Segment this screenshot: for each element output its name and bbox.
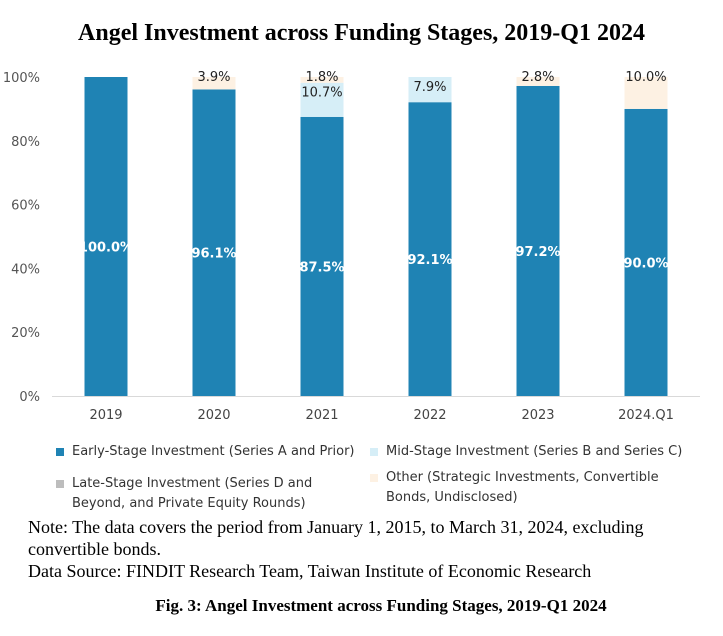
legend-swatch-mid (370, 448, 378, 456)
legend-item-mid: Mid-Stage Investment (Series B and Serie… (370, 442, 682, 462)
data-label-other-2024.Q1: 10.0% (625, 70, 666, 85)
bar-segment-other-2024.Q1 (624, 77, 668, 109)
data-source: Data Source: FINDIT Research Team, Taiwa… (28, 561, 592, 581)
data-label-other-2023: 2.8% (521, 70, 554, 85)
y-tick-label: 20% (11, 326, 40, 341)
x-tick-label-2023: 2023 (521, 408, 554, 423)
data-label-early-2021: 87.5% (299, 260, 344, 275)
legend-item-late: Late-Stage Investment (Series D and Beyo… (56, 474, 312, 514)
legend-label-other-line1: Other (Strategic Investments, Convertibl… (386, 470, 659, 485)
figure-caption: Fig. 3: Angel Investment across Funding … (155, 596, 607, 615)
bar-segment-mid-2021 (300, 82, 344, 117)
data-label-other-2021: 1.8% (305, 70, 338, 85)
bar-segment-other-2020 (192, 77, 236, 90)
bar-segment-other-2021 (300, 77, 344, 83)
chart-title: Angel Investment across Funding Stages, … (78, 20, 645, 46)
bar-segment-early-2021 (300, 116, 344, 396)
x-tick-label-2022: 2022 (413, 408, 446, 423)
legend-label-other-line2: Bonds, Undisclosed) (386, 490, 518, 505)
data-label-early-2019: 100.0% (79, 241, 133, 256)
legend-swatch-other (370, 474, 378, 482)
legend-label-late: Late-Stage Investment (Series D and Beyo… (72, 474, 312, 514)
legend-swatch-early (56, 448, 64, 456)
data-label-other-2020: 3.9% (197, 70, 230, 85)
data-label-early-2023: 97.2% (515, 245, 560, 260)
legend-label-mid: Mid-Stage Investment (Series B and Serie… (386, 444, 683, 459)
stacked-bar-chart: 0%20%40%60%80%100% 100.0% 96.1%3.9%87.5%1… (3, 70, 700, 423)
bar-segment-early-2022 (408, 102, 452, 397)
legend-label-other: Other (Strategic Investments, Convertibl… (386, 468, 659, 508)
y-tick-label: 60% (11, 199, 40, 214)
bar-segment-mid-2022 (408, 77, 452, 103)
x-tick-label-2019: 2019 (89, 408, 122, 423)
legend: Early-Stage Investment (Series A and Pri… (0, 438, 723, 518)
legend-item-other: Other (Strategic Investments, Convertibl… (370, 468, 659, 508)
data-label-mid-2021: 10.7% (301, 86, 342, 101)
note-line-1: Note: The data covers the period from Ja… (28, 517, 644, 537)
legend-label-late-line1: Late-Stage Investment (Series D and (72, 476, 313, 491)
legend-label-late-line2: Beyond, and Private Equity Rounds) (72, 496, 306, 511)
x-tick-label-2024.Q1: 2024.Q1 (618, 408, 674, 423)
y-tick-label: 0% (19, 390, 40, 405)
x-tick-label-2021: 2021 (305, 408, 338, 423)
bar-segment-early-2024.Q1 (624, 108, 668, 397)
bar-segment-other-2023 (516, 77, 560, 86)
data-label-early-2022: 92.1% (407, 253, 452, 268)
y-axis: 0% 20% 40% 60% 80% 100% (3, 71, 40, 405)
bar-segment-early-2023 (516, 85, 560, 396)
note-line-2: convertible bonds. (28, 539, 161, 559)
note-block: Note: The data covers the period from Ja… (28, 516, 708, 582)
y-tick-label: 80% (11, 135, 40, 150)
y-tick-label: 40% (11, 262, 40, 277)
bar-segment-early-2019 (84, 77, 128, 396)
legend-swatch-late (56, 480, 64, 488)
x-tick-label-2020: 2020 (197, 408, 230, 423)
x-axis: 2019 2020 2021 2022 2023 2024.Q1 (52, 396, 700, 423)
y-tick-label: 100% (3, 71, 40, 86)
data-label-early-2024.Q1: 90.0% (623, 256, 668, 271)
data-label-mid-2022: 7.9% (413, 80, 446, 95)
legend-item-early: Early-Stage Investment (Series A and Pri… (56, 442, 355, 462)
bar-segment-early-2020 (192, 89, 236, 396)
data-label-early-2020: 96.1% (191, 247, 236, 262)
bars-group: 100.0% 96.1% 3.9% 87.5% 10.7%1.8% 92.1% 7.9% 97… (79, 70, 669, 397)
legend-label-early: Early-Stage Investment (Series A and Pri… (72, 444, 355, 459)
